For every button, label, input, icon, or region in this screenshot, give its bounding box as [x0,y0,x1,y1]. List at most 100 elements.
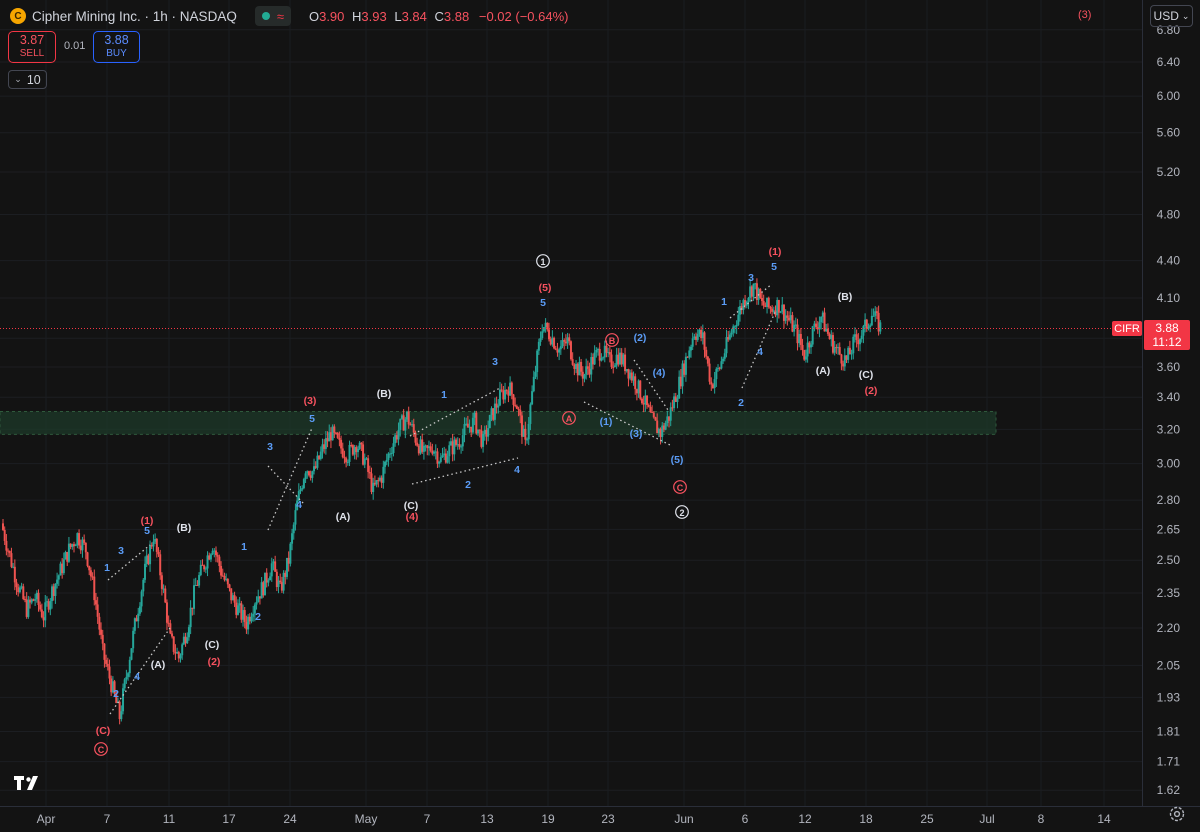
candle-body [335,432,338,434]
candle-body [213,550,216,552]
candle-body [504,389,507,400]
candle-body [27,599,30,617]
candle-body [245,621,248,630]
candle-body [598,349,601,361]
candle-body [461,435,464,447]
wave-label: (B) [838,291,853,303]
wave-label: A [566,414,573,424]
candle-body [385,459,388,462]
candle-body [438,461,441,464]
candle-body [52,586,55,596]
candle-body [338,437,341,440]
candle-body [720,361,723,369]
indicator-pill[interactable]: ≈ [254,6,291,26]
candle-body [728,334,731,340]
price-tick-label: 2.50 [1157,553,1181,567]
candle-body [262,582,265,596]
wave-label-circle [536,254,550,268]
candle-body [669,407,672,421]
candle-body [399,418,402,430]
lots-dropdown[interactable]: ⌄ 10 [8,70,47,89]
candle-body [492,408,495,420]
candle-body [490,408,493,416]
candle-body [13,566,16,583]
candle-body [539,337,542,342]
candle-body [727,337,730,340]
candle-body [487,428,490,437]
candle-body [590,357,593,375]
candle-body [833,347,836,353]
currency-dropdown[interactable]: USD ⌄ [1150,5,1193,27]
wave-label-circle [94,742,108,756]
candle-body [140,591,143,607]
candle-body [527,423,530,440]
candle-body [353,447,356,455]
candle-body [553,337,556,349]
candle-body [788,317,791,321]
candle-body [142,579,145,592]
candle-body [495,403,498,408]
candle-body [113,681,116,694]
candle-body [66,552,69,562]
candle-body [277,580,280,588]
wave-label-top: (3) [1078,9,1092,21]
candle-body [764,305,767,307]
candle-body [684,356,687,375]
candle-body [859,339,862,345]
gear-icon[interactable] [1167,804,1187,824]
price-tick-label: 3.20 [1157,422,1181,436]
candle-body [781,304,784,312]
candle-body [242,610,245,620]
candle-body [17,587,20,593]
candle-body [84,542,87,553]
candle-body [32,599,35,601]
candle-body [235,602,238,615]
sell-button[interactable]: 3.87 SELL [8,31,56,63]
price-tick-label: 2.80 [1157,493,1181,507]
support-zone-box [0,410,997,435]
candle-body [821,312,824,317]
bar-countdown: 11:12 [1152,335,1181,349]
candle-body [233,595,236,603]
candle-body [656,420,659,434]
candle-body [179,655,182,659]
date-tick-label: Jun [674,812,693,826]
candle-body [747,297,750,302]
buy-button[interactable]: 3.88 BUY [93,31,140,63]
candle-body [602,357,605,359]
symbol-title[interactable]: Cipher Mining Inc. · 1h · NASDAQ [32,8,237,24]
candle-body [722,358,725,362]
candle-body [771,308,774,312]
candle-body [678,376,681,399]
candle-body [404,419,407,431]
candle-body [71,544,74,547]
candle-body [542,327,545,332]
low-value: 3.84 [401,8,427,24]
candle-body [691,338,694,347]
wave-label: (4) [406,511,419,523]
candle-body [840,354,843,364]
candle-body [466,423,469,428]
candle-body [443,453,446,456]
wave-channel-line [741,309,777,389]
candle-body [597,349,600,351]
candle-body [370,473,373,493]
change-value: −0.02 (−0.64%) [478,8,569,24]
candle-body [59,563,62,576]
candle-body [86,552,89,566]
candle-body [803,349,806,360]
wave-label: B [609,336,616,346]
candle-body [214,550,217,556]
candle-body [777,300,780,313]
candle-body [181,644,184,656]
price-tick-label: 2.35 [1157,586,1181,600]
price-tick-label: 5.20 [1157,165,1181,179]
candle-body [341,448,344,458]
candle-body [172,636,175,652]
candle-body [375,480,378,485]
candle-body [355,447,358,453]
wave-label: 4 [757,346,763,358]
wave-label: (A) [336,511,351,523]
candle-body [225,578,228,580]
